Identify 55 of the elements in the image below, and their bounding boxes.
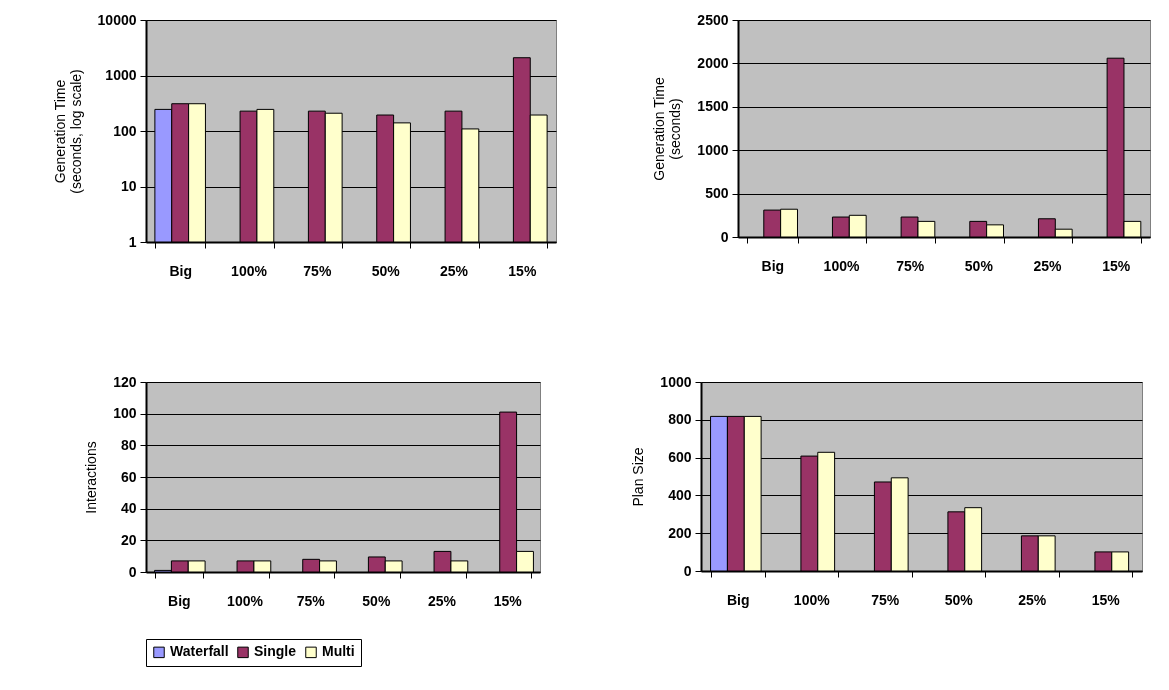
- x-tick-label: 15%: [493, 592, 523, 609]
- x-tick-label: 100%: [231, 262, 268, 279]
- legend-label: Multi: [322, 643, 355, 660]
- y-tick-label: 1000: [660, 373, 692, 390]
- y-tick-label: 1500: [697, 98, 729, 115]
- y-tick-label: 2000: [697, 54, 729, 71]
- x-tick-label: 75%: [896, 257, 925, 274]
- x-tick-label: 25%: [439, 262, 469, 279]
- x-tick-label: Big: [761, 257, 785, 274]
- x-tick-label: 100%: [823, 257, 860, 274]
- y-tick-label: 0: [720, 228, 729, 245]
- legend-label: Single: [254, 643, 297, 660]
- x-tick-label: Big: [168, 592, 191, 609]
- y-tick-label: 600: [668, 449, 692, 466]
- x-tick-label: 25%: [1033, 257, 1063, 274]
- x-tick-label: Big: [726, 591, 750, 608]
- y-tick-label: 1000: [697, 141, 729, 158]
- y-axis-title: Generation Time (seconds): [651, 77, 684, 181]
- y-tick-label: 60: [120, 468, 137, 485]
- y-tick-label: 100: [113, 405, 137, 422]
- y-tick-label: 10: [120, 178, 137, 194]
- y-tick-label: 80: [120, 436, 137, 453]
- y-tick-label: 1: [128, 233, 137, 250]
- y-tick-label: 120: [113, 373, 137, 390]
- y-tick-label: 500: [705, 185, 729, 202]
- y-tick-label: 40: [120, 500, 137, 517]
- x-tick-label: 75%: [296, 592, 326, 609]
- y-tick-label: 1000: [105, 67, 137, 83]
- x-tick-label: 100%: [227, 592, 264, 609]
- y-tick-label: 20: [120, 531, 137, 548]
- x-tick-label: 15%: [1102, 257, 1131, 274]
- x-tick-label: 75%: [303, 262, 332, 279]
- y-axis-title: Generation Time (seconds, log scale): [51, 69, 84, 194]
- x-tick-label: 50%: [944, 591, 974, 608]
- y-tick-label: 10000: [97, 11, 137, 28]
- y-tick-label: 400: [668, 486, 692, 503]
- x-tick-label: 15%: [508, 262, 537, 279]
- x-tick-label: 25%: [1018, 591, 1047, 608]
- x-tick-label: 100%: [793, 591, 831, 608]
- y-tick-label: 200: [668, 524, 692, 541]
- y-axis-title: Interactions: [83, 441, 100, 514]
- y-tick-label: 0: [128, 563, 137, 580]
- x-tick-label: 15%: [1091, 591, 1121, 608]
- x-tick-label: Big: [169, 262, 192, 279]
- y-tick-label: 100: [113, 122, 137, 139]
- y-tick-label: 2500: [697, 11, 729, 28]
- y-axis-title: Plan Size: [630, 447, 647, 507]
- x-tick-label: 25%: [427, 592, 457, 609]
- x-tick-label: 50%: [362, 592, 391, 609]
- y-tick-label: 800: [668, 411, 692, 428]
- x-tick-label: 50%: [371, 262, 401, 279]
- y-tick-label: 0: [683, 562, 692, 579]
- legend-label: Waterfall: [170, 643, 229, 660]
- x-tick-label: 50%: [964, 257, 994, 274]
- x-tick-label: 75%: [871, 591, 900, 608]
